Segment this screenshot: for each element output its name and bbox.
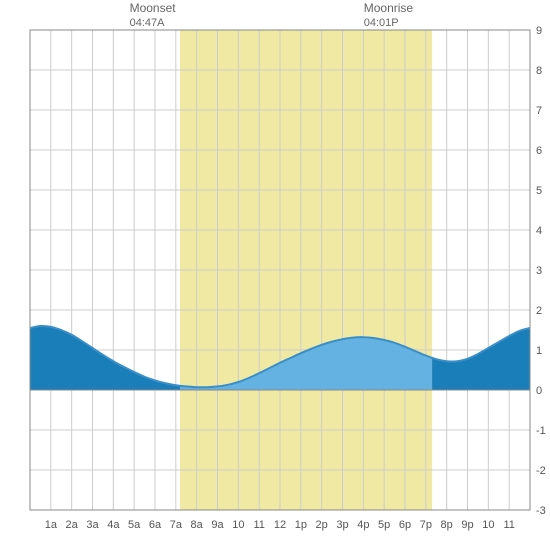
x-tick-label: 8p — [441, 519, 453, 531]
y-tick-label: -3 — [536, 505, 546, 517]
x-tick-label: 5p — [378, 519, 390, 531]
annotation-time: 04:47A — [130, 17, 166, 29]
annotation-title: Moonset — [130, 1, 177, 15]
annotation-time: 04:01P — [364, 17, 399, 29]
x-tick-label: 9p — [461, 519, 473, 531]
y-tick-label: -2 — [536, 465, 546, 477]
x-tick-label: 10 — [482, 519, 494, 531]
x-tick-label: 4p — [357, 519, 369, 531]
y-tick-label: 9 — [536, 25, 542, 37]
x-tick-label: 1p — [295, 519, 307, 531]
y-tick-label: 7 — [536, 105, 542, 117]
y-tick-label: 0 — [536, 385, 542, 397]
x-tick-label: 10 — [232, 519, 244, 531]
y-tick-label: 3 — [536, 265, 542, 277]
x-tick-label: 12 — [274, 519, 286, 531]
x-tick-label: 3a — [86, 519, 99, 531]
x-tick-label: 2p — [316, 519, 328, 531]
x-tick-label: 1a — [45, 519, 58, 531]
y-tick-label: -1 — [536, 425, 546, 437]
y-tick-label: 5 — [536, 185, 542, 197]
x-tick-label: 7a — [170, 519, 183, 531]
x-tick-label: 6p — [399, 519, 411, 531]
y-tick-label: 2 — [536, 305, 542, 317]
x-tick-label: 11 — [503, 519, 514, 531]
x-tick-label: 4a — [107, 519, 120, 531]
x-tick-label: 11 — [253, 519, 264, 531]
x-tick-label: 9a — [211, 519, 224, 531]
x-tick-label: 8a — [191, 519, 204, 531]
y-tick-label: 4 — [536, 225, 542, 237]
annotation-title: Moonrise — [364, 1, 414, 15]
x-tick-label: 5a — [128, 519, 141, 531]
x-tick-label: 3p — [336, 519, 348, 531]
y-tick-label: 8 — [536, 65, 542, 77]
x-tick-label: 2a — [66, 519, 79, 531]
x-tick-label: 6a — [149, 519, 162, 531]
tide-chart-svg: -3-2-101234567891a2a3a4a5a6a7a8a9a101112… — [0, 0, 550, 550]
x-tick-label: 7p — [420, 519, 432, 531]
y-tick-label: 1 — [536, 345, 542, 357]
tide-chart: -3-2-101234567891a2a3a4a5a6a7a8a9a101112… — [0, 0, 550, 550]
y-tick-label: 6 — [536, 145, 542, 157]
